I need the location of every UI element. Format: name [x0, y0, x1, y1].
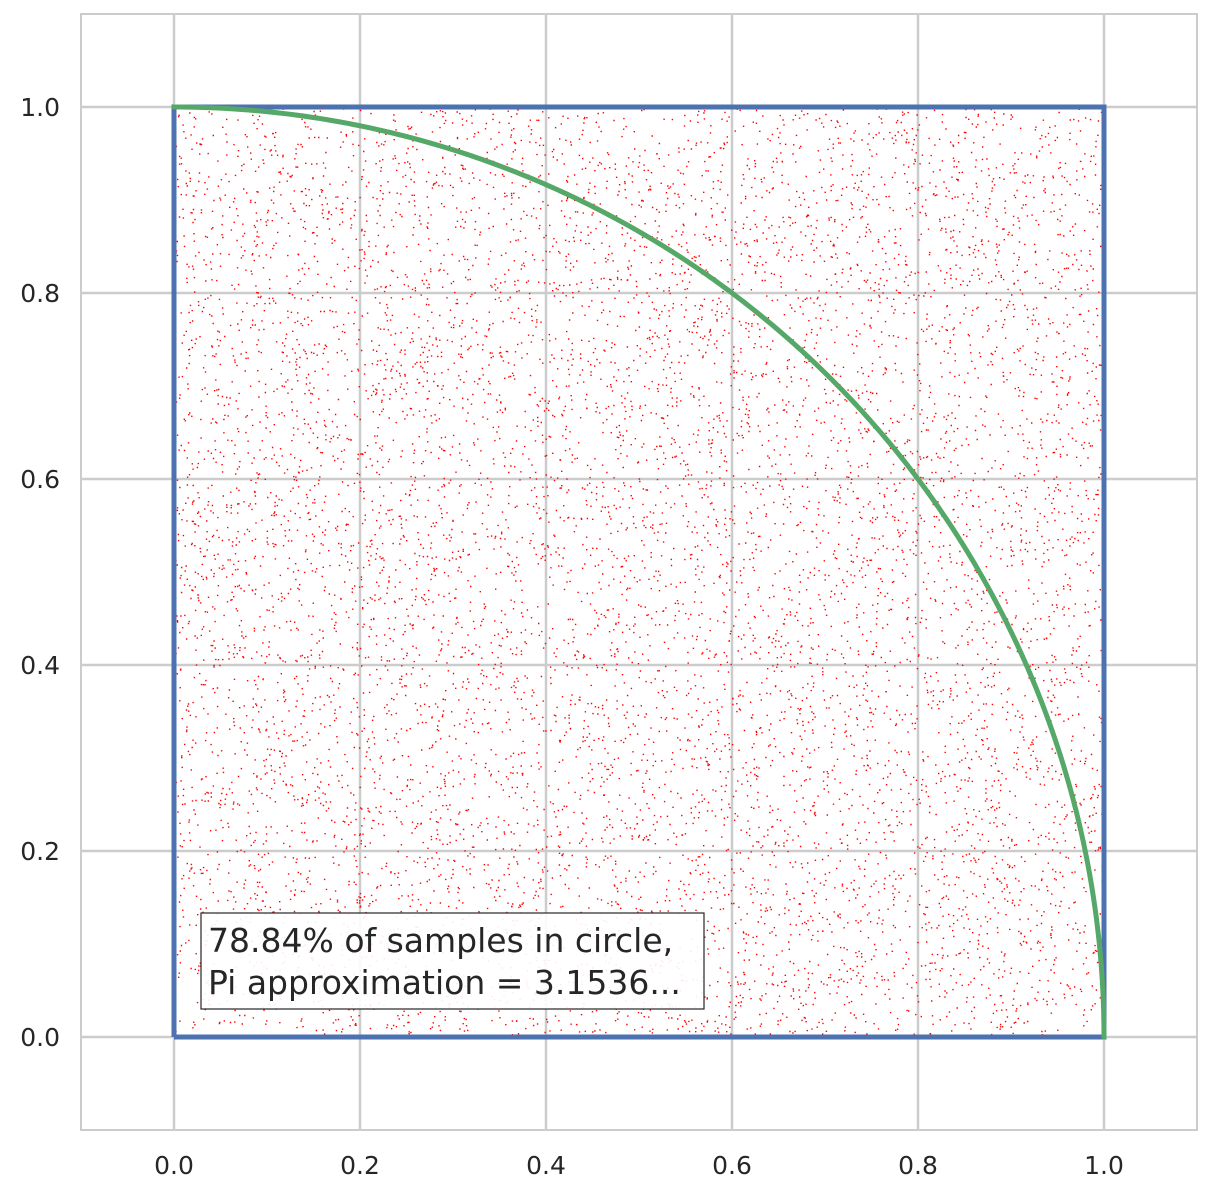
x-tick-label: 0.8 — [898, 1151, 938, 1180]
annotation-box: 78.84% of samples in circle, Pi approxim… — [200, 912, 705, 1010]
x-tick-label: 0.6 — [712, 1151, 752, 1180]
y-tick-labels: 0.0 0.2 0.4 0.6 0.8 1.0 — [20, 93, 60, 1052]
x-tick-label: 0.4 — [526, 1151, 566, 1180]
x-tick-label: 0.0 — [154, 1151, 194, 1180]
y-tick-label: 0.8 — [20, 279, 60, 308]
x-tick-label: 1.0 — [1084, 1151, 1124, 1180]
annotation-frame — [200, 912, 705, 1010]
annotation-line-2: Pi approximation = 3.1536... — [208, 963, 681, 1002]
annotation-line-1: 78.84% of samples in circle, — [208, 921, 673, 960]
unit-square-line — [171, 104, 1107, 1040]
y-tick-label: 0.2 — [20, 837, 60, 866]
x-tick-labels: 0.0 0.2 0.4 0.6 0.8 1.0 — [154, 1151, 1124, 1180]
plot-frame — [80, 13, 1198, 1131]
sample-points — [174, 107, 1106, 1039]
y-tick-label: 0.4 — [20, 651, 60, 680]
y-tick-label: 0.0 — [20, 1023, 60, 1052]
quarter-circle-line — [171, 104, 1107, 1040]
sample-points-layer — [174, 107, 1106, 1039]
y-tick-label: 0.6 — [20, 465, 60, 494]
x-tick-label: 0.2 — [340, 1151, 380, 1180]
y-tick-label: 1.0 — [20, 93, 60, 122]
